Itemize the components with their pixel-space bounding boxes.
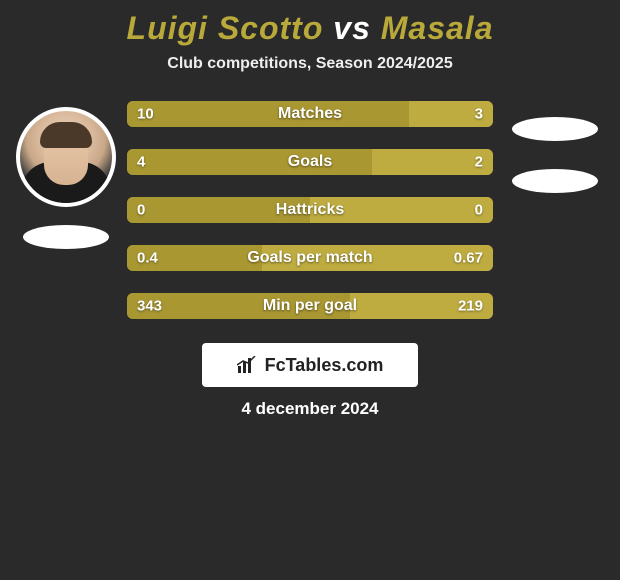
stat-value-left: 0.4 bbox=[137, 250, 158, 267]
branding-text: FcTables.com bbox=[265, 355, 384, 376]
page-title: Luigi Scotto vs Masala bbox=[0, 10, 620, 47]
stat-value-right: 3 bbox=[475, 106, 483, 123]
stat-bar: 4 2 Goals bbox=[127, 149, 493, 175]
stat-metric-label: Min per goal bbox=[263, 297, 357, 315]
bar-left-fill bbox=[127, 101, 409, 127]
player-left-badge bbox=[23, 225, 109, 249]
bar-chart-icon bbox=[237, 356, 259, 374]
stat-metric-label: Matches bbox=[278, 105, 342, 123]
stat-metric-label: Goals per match bbox=[247, 249, 372, 267]
stat-value-left: 10 bbox=[137, 106, 154, 123]
stat-metric-label: Goals bbox=[288, 153, 332, 171]
subtitle: Club competitions, Season 2024/2025 bbox=[0, 55, 620, 73]
stats-bars: 10 3 Matches 4 2 Goals 0 0 Hattricks 0.4 0.67 Goals… bbox=[123, 101, 497, 319]
player-right-badge-1 bbox=[512, 117, 598, 141]
stat-bar: 10 3 Matches bbox=[127, 101, 493, 127]
stat-bar: 343 219 Min per goal bbox=[127, 293, 493, 319]
player-right-badge-2 bbox=[512, 169, 598, 193]
stat-value-right: 0 bbox=[475, 202, 483, 219]
stat-value-right: 219 bbox=[458, 298, 483, 315]
stat-value-left: 343 bbox=[137, 298, 162, 315]
stat-metric-label: Hattricks bbox=[276, 201, 344, 219]
stat-value-left: 0 bbox=[137, 202, 145, 219]
branding: FcTables.com bbox=[202, 343, 418, 387]
avatar-hair bbox=[40, 122, 92, 148]
bar-left-fill bbox=[127, 149, 372, 175]
player-right-col bbox=[497, 101, 612, 193]
stat-bar: 0 0 Hattricks bbox=[127, 197, 493, 223]
stat-bar: 0.4 0.67 Goals per match bbox=[127, 245, 493, 271]
stat-value-right: 0.67 bbox=[454, 250, 483, 267]
title-player1: Luigi Scotto bbox=[127, 10, 324, 46]
player-left-col bbox=[8, 101, 123, 249]
stat-value-right: 2 bbox=[475, 154, 483, 171]
title-player2: Masala bbox=[381, 10, 494, 46]
date: 4 december 2024 bbox=[0, 399, 620, 419]
title-vs: vs bbox=[333, 10, 371, 46]
comparison-card: Luigi Scotto vs Masala Club competitions… bbox=[0, 0, 620, 419]
comparison-body: 10 3 Matches 4 2 Goals 0 0 Hattricks 0.4 0.67 Goals… bbox=[0, 101, 620, 319]
stat-value-left: 4 bbox=[137, 154, 145, 171]
player-left-avatar bbox=[16, 107, 116, 207]
